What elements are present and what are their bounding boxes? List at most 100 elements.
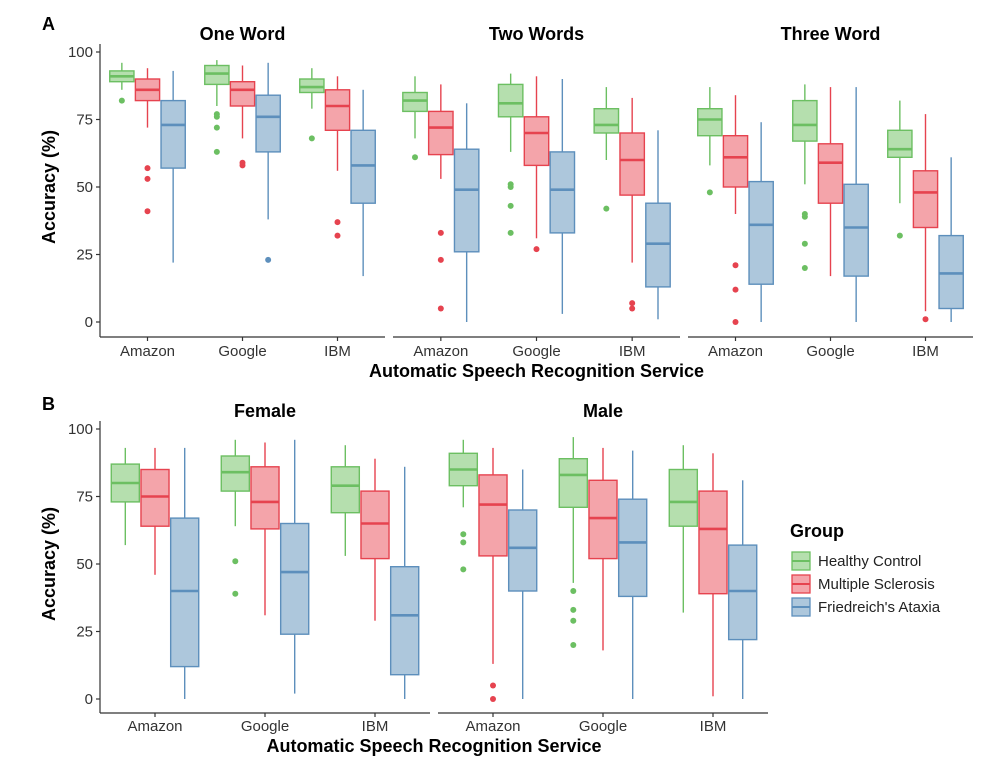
box-ibm-friedreich-s-ataxia bbox=[350, 89, 376, 277]
outlier-point bbox=[570, 588, 577, 594]
box-google-multiple-sclerosis bbox=[229, 65, 256, 169]
panel-b: 0 25 50 75 100 Accuracy (%) Automatic Speech R… bbox=[39, 401, 768, 756]
box-ibm-friedreich-s-ataxia bbox=[727, 480, 758, 699]
x-tick-label: IBM bbox=[324, 343, 351, 360]
box-amazon-healthy-control bbox=[110, 447, 141, 546]
y-tick-label: 50 bbox=[76, 179, 93, 196]
box-ibm-multiple-sclerosis bbox=[619, 97, 646, 312]
box-iqr bbox=[169, 517, 200, 668]
box-amazon-multiple-sclerosis bbox=[427, 84, 454, 312]
x-tick-label: IBM bbox=[362, 718, 389, 735]
box-iqr bbox=[402, 91, 428, 113]
outlier-point bbox=[490, 682, 496, 689]
y-axis-title: Accuracy (%) bbox=[39, 507, 59, 621]
box-ibm-healthy-control bbox=[593, 87, 620, 212]
legend-item-healthy-control: Healthy Control bbox=[791, 551, 921, 571]
box-ibm-multiple-sclerosis bbox=[360, 458, 390, 621]
y-tick-label: 75 bbox=[76, 112, 93, 129]
x-tick-label: Google bbox=[512, 343, 560, 360]
outlier-point bbox=[801, 213, 808, 220]
box-iqr bbox=[478, 474, 508, 557]
outlier-point bbox=[437, 256, 444, 263]
box-iqr bbox=[558, 458, 589, 509]
outlier-point bbox=[460, 566, 467, 573]
outlier-point bbox=[239, 162, 246, 169]
box-amazon-friedreich-s-ataxia bbox=[169, 447, 200, 699]
legend-items: Healthy Control Multiple Sclerosis Friedre… bbox=[791, 551, 941, 617]
x-axis-title: Automatic Speech Recognition Service bbox=[266, 736, 601, 756]
outlier-point bbox=[570, 606, 577, 613]
panel-label-a: A bbox=[42, 14, 55, 34]
box-iqr bbox=[220, 455, 251, 492]
box-iqr bbox=[588, 479, 618, 560]
outlier-point bbox=[896, 232, 903, 239]
legend-item-multiple-sclerosis: Multiple Sclerosis bbox=[791, 574, 935, 594]
x-tick-label: Google bbox=[218, 343, 266, 360]
box-ibm-multiple-sclerosis bbox=[698, 453, 728, 697]
box-ibm-friedreich-s-ataxia bbox=[645, 130, 671, 320]
x-tick-label: Amazon bbox=[413, 343, 468, 360]
box-iqr bbox=[748, 180, 774, 285]
box-google-healthy-control bbox=[497, 73, 524, 236]
box-google-friedreich-s-ataxia bbox=[279, 439, 310, 694]
y-tick-label: 75 bbox=[76, 489, 93, 506]
outlier-point bbox=[460, 531, 467, 538]
x-tick-label: IBM bbox=[619, 343, 646, 360]
y-tick-label: 0 bbox=[85, 314, 93, 331]
box-iqr bbox=[549, 151, 576, 234]
legend-item-friedreich-s-ataxia: Friedreich's Ataxia bbox=[791, 597, 941, 617]
outlier-point bbox=[232, 558, 239, 565]
outlier-point bbox=[490, 696, 496, 702]
box-google-healthy-control bbox=[558, 437, 589, 648]
outlier-point bbox=[801, 240, 808, 247]
outlier-point bbox=[732, 286, 739, 293]
outlier-point bbox=[732, 319, 739, 325]
outlier-point bbox=[570, 642, 577, 648]
outlier-point bbox=[533, 246, 540, 253]
outlier-point bbox=[144, 165, 151, 172]
box-iqr bbox=[229, 80, 256, 107]
box-iqr bbox=[360, 490, 390, 560]
box-iqr bbox=[887, 129, 913, 159]
box-iqr bbox=[668, 468, 699, 527]
y-tick-label: 100 bbox=[68, 44, 93, 61]
outlier-point bbox=[334, 219, 341, 226]
box-amazon-healthy-control bbox=[448, 439, 479, 573]
facet-title: Female bbox=[234, 401, 296, 421]
outlier-point bbox=[629, 300, 636, 307]
legend-title: Group bbox=[790, 521, 844, 541]
box-iqr bbox=[350, 129, 376, 204]
outlier-point bbox=[265, 256, 272, 263]
box-iqr bbox=[250, 466, 280, 530]
x-tick-label: IBM bbox=[700, 718, 727, 735]
facet-one-word: One Word Amazon Google IBM bbox=[100, 24, 385, 360]
box-google-friedreich-s-ataxia bbox=[843, 87, 869, 322]
box-amazon-multiple-sclerosis bbox=[140, 447, 170, 575]
outlier-point bbox=[334, 232, 341, 239]
outlier-point bbox=[144, 175, 151, 182]
box-iqr bbox=[938, 234, 964, 310]
facet-title: One Word bbox=[200, 24, 286, 44]
outlier-point bbox=[801, 265, 808, 271]
panel-label-b: B bbox=[42, 394, 55, 414]
facet-two-words: Two Words Amazon Google IBM bbox=[393, 24, 680, 360]
y-tick-label: 25 bbox=[76, 624, 93, 641]
box-iqr bbox=[697, 107, 723, 137]
box-ibm-multiple-sclerosis bbox=[324, 76, 351, 239]
x-tick-label: Google bbox=[806, 343, 854, 360]
outlier-point bbox=[603, 205, 610, 212]
box-google-friedreich-s-ataxia bbox=[549, 79, 576, 314]
facet-title: Two Words bbox=[489, 24, 584, 44]
box-google-healthy-control bbox=[204, 60, 230, 155]
box-amazon-healthy-control bbox=[402, 76, 428, 161]
y-tick-label: 0 bbox=[85, 691, 93, 708]
box-iqr bbox=[140, 468, 170, 527]
outlier-point bbox=[507, 229, 514, 236]
box-ibm-friedreich-s-ataxia bbox=[389, 466, 420, 699]
box-iqr bbox=[617, 498, 648, 598]
y-axis-title: Accuracy (%) bbox=[39, 130, 59, 244]
outlier-point bbox=[732, 262, 739, 269]
outlier-point bbox=[232, 590, 239, 597]
box-google-multiple-sclerosis bbox=[817, 87, 844, 277]
legend: Group Healthy Control Multiple Sclerosis F… bbox=[790, 521, 941, 617]
